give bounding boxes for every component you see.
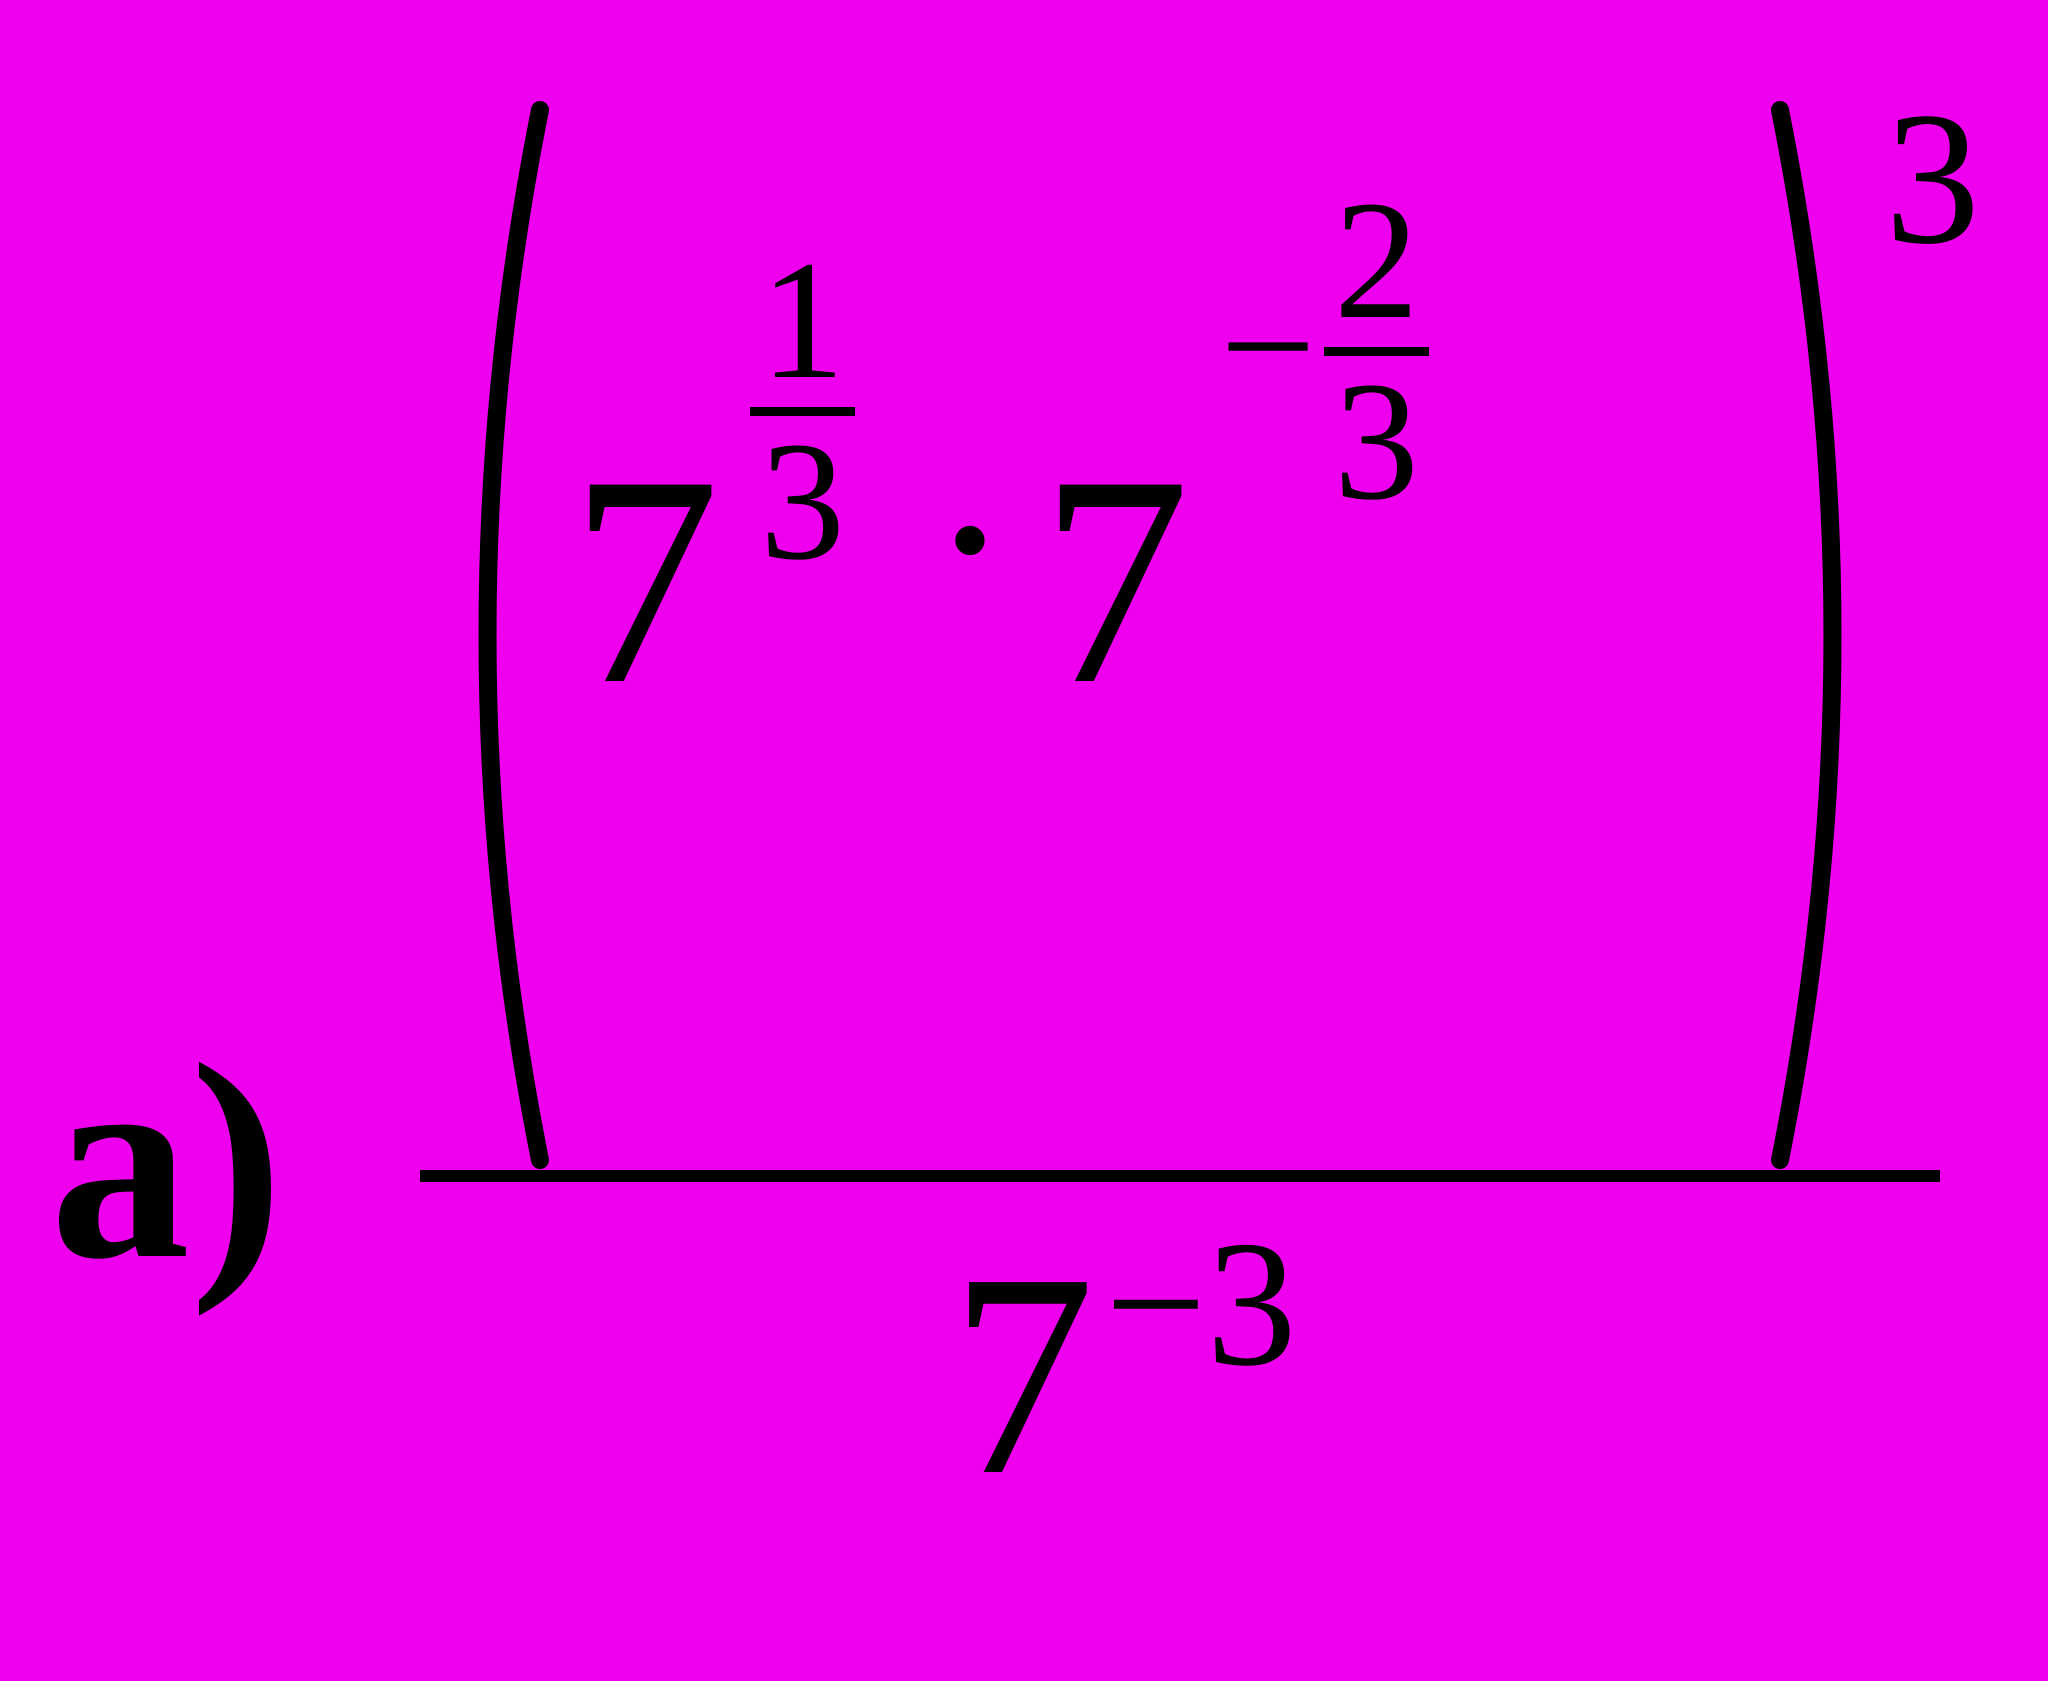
inner-expression: 7 1 3 · 7 − 2 <box>570 430 1190 730</box>
outer-exponent: 3 <box>1885 70 1980 288</box>
denom-exponent: −3 <box>1105 1200 1297 1407</box>
exp2-denominator: 3 <box>1324 361 1429 523</box>
main-fraction-bar <box>420 1170 1940 1182</box>
exponent-1: 1 3 <box>750 240 855 582</box>
base-1: 7 <box>570 414 720 746</box>
denominator: 7 −3 <box>950 1230 1297 1520</box>
numerator: 3 7 1 3 · 7 − <box>420 90 2000 1170</box>
base-2: 7 <box>1040 414 1190 746</box>
exp2-numerator: 2 <box>1324 180 1429 342</box>
term-1: 7 1 3 <box>570 430 720 730</box>
exponent-2: − 2 3 <box>1220 180 1429 522</box>
multiply-dot: · <box>940 450 1000 630</box>
math-equation: a) 3 7 1 3 · <box>0 0 2048 1681</box>
exp1-denominator: 3 <box>750 421 855 583</box>
exp2-minus: − <box>1220 270 1316 423</box>
problem-label: a) <box>50 1000 283 1323</box>
exp1-numerator: 1 <box>750 240 855 402</box>
term-2: 7 − 2 3 <box>1040 430 1190 730</box>
denom-base: 7 <box>950 1230 1095 1520</box>
